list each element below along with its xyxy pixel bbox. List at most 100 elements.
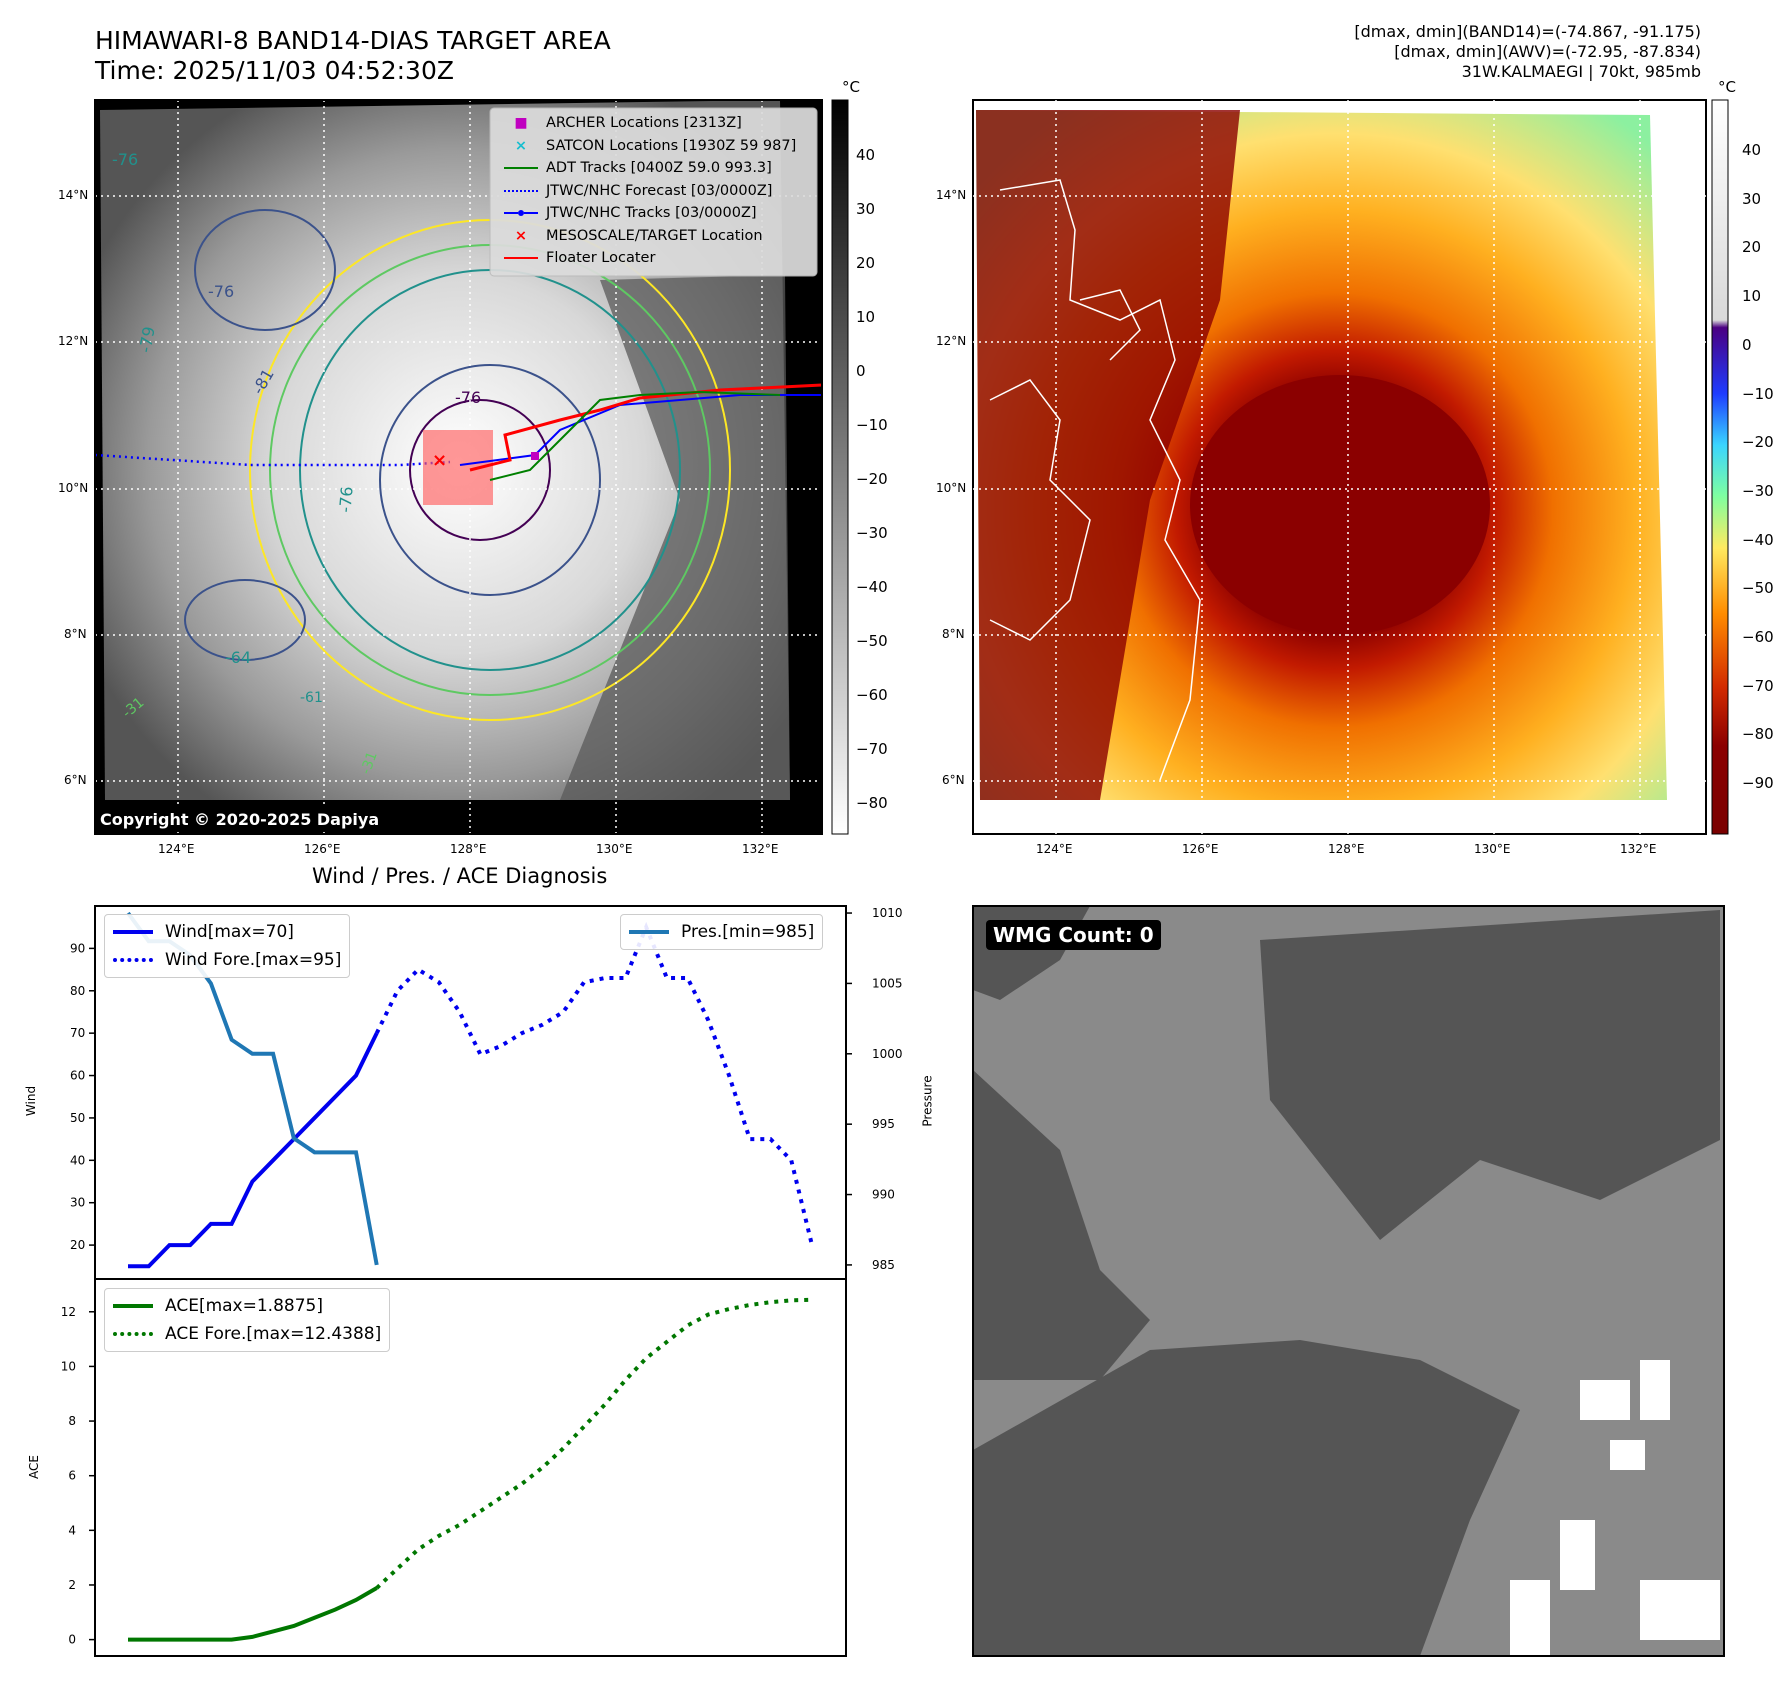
ace-series-group [128,1297,813,1642]
figure-title: HIMAWARI-8 BAND14-DIAS TARGET AREA Time: … [95,26,611,85]
legend-entry-satcon: × SATCON Locations [1930Z 59 987] [496,135,814,158]
ir-lon-label-132: 132°E [742,842,779,856]
contour-label: -64 [225,648,252,667]
ir-lon-label-126: 126°E [304,842,341,856]
awv-colorbar-tick-label: −80 [1742,725,1774,744]
wind-tick-label: 70 [70,1026,85,1040]
contour-label: -76 [455,388,482,407]
legend-entry-wind: Wind[max=70] [113,918,341,946]
contour-label: -76 [335,485,357,514]
awv-map-panel [972,99,1707,835]
awv-eye-region [1190,375,1490,635]
awv-colorbar-tick-label: −70 [1742,676,1774,695]
awv-colorbar-tick-label: 40 [1742,141,1762,159]
legend-entry-wind-forecast: Wind Fore.[max=95] [113,946,341,974]
wind-tick-label: 40 [70,1153,85,1167]
ace-tick-label: 4 [68,1523,76,1537]
contour-label: -76 [208,282,235,301]
awv-range: [dmax, dmin](AWV)=(-72.95, -87.834) [1394,42,1701,61]
awv-colorbar [1711,99,1729,835]
awv-colorbar-tick-label: 0 [1742,335,1752,354]
awv-lon-label-126: 126°E [1182,842,1219,856]
target-marker: × [432,450,447,471]
ace-tick-label: 12 [61,1305,76,1319]
awv-lon-label-124: 124°E [1036,842,1073,856]
x-marker-icon: × [514,137,528,154]
wind-line [128,1032,379,1269]
gray-colorbar-tick-label: 30 [856,200,876,218]
awv-colorbar-tick-label: −10 [1742,384,1774,403]
pressure-axis-label: Pressure [920,1075,935,1127]
ace-axis-ticks: 0 2 4 6 8 10 12 [61,1305,95,1647]
pressure-axis-ticks: 985 990 995 1000 1005 1010 [846,906,903,1272]
ace-line [128,1586,378,1642]
gray-colorbar-unit: °C [842,78,860,96]
ir-lat-label-8: 8°N [64,627,87,641]
wind-pressure-chart: 20 30 40 50 60 70 80 90 985 990 995 1000 1005 1010 [70,905,903,1280]
gray-colorbar-tick-label: 20 [856,254,876,272]
line-marker-icon [496,257,546,260]
gray-colorbar-tick-label: −30 [856,524,888,542]
ace-tick-label: 2 [68,1578,76,1592]
awv-colorbar-tick-label: −20 [1742,433,1774,452]
wmg-dark-region-w [973,1070,1150,1380]
awv-colorbar-tick-label: −30 [1742,481,1774,500]
wind-tick-label: 80 [70,984,85,998]
awv-colorbar-tick-label: −60 [1742,628,1774,646]
gray-colorbar [831,99,849,835]
legend-entry-target: × MESOSCALE/TARGET Location [496,225,814,248]
ir-lat-label-10: 10°N [58,481,89,495]
ace-chart: 0 2 4 6 8 10 12 [61,1278,847,1657]
pressure-tick-label: 1005 [872,976,903,990]
wind-axis-ticks: 20 30 40 50 60 70 80 90 [70,941,95,1252]
pressure-tick-label: 1000 [872,1047,903,1061]
gray-colorbar-tick-label: −70 [856,740,888,758]
awv-lon-label-128: 128°E [1328,842,1365,856]
ace-tick-label: 10 [61,1359,76,1373]
awv-colorbar-tick-label: 30 [1742,189,1762,208]
legend-entry-floater: Floater Locater [496,247,814,270]
line-dot-marker-icon [496,210,546,217]
awv-lat-label-10: 10°N [936,481,967,495]
diagnostics-header: [dmax, dmin](BAND14)=(-74.867, -91.175) … [1354,22,1701,82]
pressure-tick-label: 1010 [872,906,903,920]
wind-tick-label: 50 [70,1111,85,1125]
legend-entry-ace-forecast: ACE Fore.[max=12.4388] [113,1320,381,1348]
gray-colorbar-tick-label: 10 [856,308,876,326]
wmg-count-label: WMG Count: 0 [986,920,1161,950]
gray-colorbar-tick-label: −80 [856,794,888,812]
ir-clear-sky-region [560,275,790,800]
pressure-tick-label: 995 [872,1117,895,1131]
wind-tick-label: 30 [70,1196,85,1210]
gray-colorbar-tick-label: 0 [856,362,866,380]
copyright-label: Copyright © 2020-2025 Dapiya [95,808,385,831]
wmg-panel [972,905,1725,1657]
contour-label: -76 [112,150,139,169]
legend-entry-pressure: Pres.[min=985] [629,918,814,946]
band14-range: [dmax, dmin](BAND14)=(-74.867, -91.175) [1354,22,1701,41]
wind-legend: Wind[max=70] Wind Fore.[max=95] [104,914,351,978]
awv-colorbar-tick-label: −50 [1742,579,1774,598]
ir-legend [489,107,818,277]
wind-tick-label: 20 [70,1238,85,1252]
line-marker-icon [496,167,546,170]
wind-axis-label: Wind [24,1085,39,1117]
wmg-dark-region-s [973,1340,1520,1656]
gray-colorbar-tick-label: −40 [856,578,888,596]
ace-tick-label: 8 [68,1414,76,1428]
wmg-dark-region-ne [1260,910,1720,1240]
gray-colorbar-tick-label: −10 [856,416,888,434]
ace-axis-label: ACE [26,1455,41,1479]
legend-entry-jtwc-forecast: JTWC/NHC Forecast [03/0000Z] [496,180,814,203]
awv-lat-label-8: 8°N [942,627,965,641]
coastline-outline [989,179,1201,781]
ir-lon-label-130: 130°E [596,842,633,856]
pressure-tick-label: 985 [872,1258,895,1272]
legend-entry-ace: ACE[max=1.8875] [113,1292,381,1320]
awv-lat-label-6: 6°N [942,773,965,787]
ir-map-frame [94,99,823,835]
awv-lat-label-14: 14°N [936,188,967,202]
awv-lon-label-130: 130°E [1474,842,1511,856]
ace-tick-label: 6 [68,1469,76,1483]
